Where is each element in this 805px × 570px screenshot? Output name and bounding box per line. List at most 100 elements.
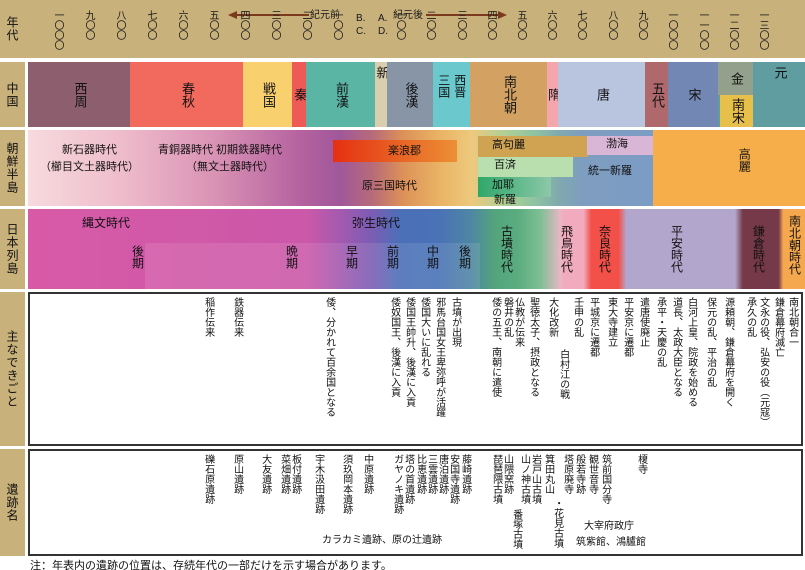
gaya xyxy=(478,177,551,197)
year-tick: 七〇〇 xyxy=(145,10,156,40)
site-column: 岩戸山古墳 xyxy=(529,454,541,504)
japan-era-label: 鎌倉時代 xyxy=(751,225,766,273)
event-item: 聖徳太子、摂政となる xyxy=(527,297,539,397)
lelang xyxy=(333,140,457,162)
korea-label: 原三国時代 xyxy=(362,180,417,192)
ad-arrow-head-icon xyxy=(498,11,507,19)
japan-era-label: 前期 xyxy=(385,245,400,269)
site-column: 宇木汲田遺跡 xyxy=(312,454,324,514)
row-label: 中国 xyxy=(0,62,25,127)
site-column: 観世音寺 xyxy=(586,454,598,494)
site-column: 原山遺跡 xyxy=(231,454,243,494)
korea-label: 新石器時代 xyxy=(62,144,117,156)
dynasty-band-後漢: 後漢 xyxy=(387,62,433,127)
site-column: 山ノ神古墳 xyxy=(518,454,530,504)
year-tick: 六〇〇 xyxy=(176,10,187,40)
year-tick: 一〇〇 xyxy=(394,10,405,40)
dynasty-label: 西晋 xyxy=(452,74,467,98)
korea-label: 加耶 xyxy=(492,179,514,191)
event-item: 鉄器伝来 xyxy=(231,297,243,337)
ad-era-label: 紀元後 xyxy=(393,10,423,21)
event-item: 承平・天慶の乱 xyxy=(654,297,666,367)
event-item: 平城京に遷都 xyxy=(587,297,599,357)
year-header-band xyxy=(0,0,805,58)
japan-era-label: 弥生時代 xyxy=(352,216,401,230)
japan-era-label: 後期 xyxy=(457,245,472,269)
site-column: 琵琶隈古墳 xyxy=(490,454,502,504)
korea-label: 高句麗 xyxy=(492,139,525,151)
japan-era-label: 中期 xyxy=(425,245,440,269)
event-item: 平安京に遷都 xyxy=(621,297,633,357)
japan-era-label: 晩期 xyxy=(284,245,299,269)
japan-era-label: 後期 xyxy=(130,245,145,269)
event-item: 邪馬台国女王卑弥呼が活躍 xyxy=(433,297,445,417)
era-abbr: B. C. xyxy=(356,13,366,37)
event-item: 道長、太政大臣となる xyxy=(670,297,682,397)
dynasty-band-隋: 隋 xyxy=(546,62,561,127)
year-tick: 一〇〇〇 xyxy=(52,10,63,50)
dynasty-band-戦国: 戦国 xyxy=(243,62,292,127)
japan-subperiod-strip xyxy=(145,243,480,289)
balhae xyxy=(587,136,653,155)
event-item: 遣唐使廃止 xyxy=(637,297,649,347)
year-tick: 七〇〇 xyxy=(575,10,586,40)
event-item: 鎌倉幕府滅亡 xyxy=(772,297,784,357)
dynasty-band-南北朝: 南北朝 xyxy=(470,62,547,127)
event-item: 倭、分かれて百余国となる xyxy=(323,297,335,417)
site-column: 須玖岡本遺跡 xyxy=(340,454,352,514)
japan-era-label: 縄文時代 xyxy=(82,216,131,230)
site-column: 板付遺跡 xyxy=(289,454,301,494)
japan-era-label: 奈良時代 xyxy=(597,225,612,273)
event-item: 南北朝合一 xyxy=(786,297,798,347)
site-column: 箕田丸山 xyxy=(542,454,554,494)
dynasty-band-金: 金 xyxy=(718,62,753,95)
year-tick: 八〇〇 xyxy=(114,10,125,40)
events-box xyxy=(28,292,803,446)
dynasty-band-唐: 唐 xyxy=(558,62,645,127)
site-column: 番塚古墳 xyxy=(510,509,522,549)
year-tick: 六〇〇 xyxy=(545,10,556,40)
dynasty-label: 三国 xyxy=(436,74,451,98)
japan-row-background xyxy=(28,209,805,289)
site-column: 大友遺跡 xyxy=(259,454,271,494)
event-item: 源頼朝、鎌倉幕府を開く xyxy=(722,297,734,407)
row-label: 遺跡名 xyxy=(0,449,25,556)
year-tick: 一三〇〇 xyxy=(757,10,768,50)
dynasty-band-元: 元 xyxy=(753,62,805,127)
year-tick: 一二〇〇 xyxy=(727,10,738,50)
event-item: 倭国大いに乱れる xyxy=(418,297,430,377)
site-column: 比恵遺跡 xyxy=(414,454,426,494)
year-tick: 九〇〇 xyxy=(636,10,647,40)
event-item: 承久の乱 xyxy=(744,297,756,337)
baekje xyxy=(478,157,573,177)
site-column: 菜畑遺跡 xyxy=(278,454,290,494)
dynasty-band-五代: 五代 xyxy=(645,62,668,127)
bc-arrow-head-icon xyxy=(228,11,237,19)
row-label: 朝鮮半島 xyxy=(0,130,25,206)
event-item: 磐井の乱 xyxy=(501,297,513,337)
site-column: 三雲遺跡 xyxy=(425,454,437,494)
event-item: 仏教が伝来 xyxy=(512,297,524,347)
korea-label: 統一新羅 xyxy=(588,165,632,177)
goguryeo xyxy=(478,136,588,157)
korea-label: （無文土器時代） xyxy=(186,161,274,173)
japan-era-label: 早期 xyxy=(344,245,359,269)
site-label: カラカミ遺跡、原の辻遺跡 xyxy=(322,535,442,546)
row-label: 日本列島 xyxy=(0,209,25,289)
korea-label: 青銅器時代 初期鉄器時代 xyxy=(158,144,283,156)
row-label: 年代 xyxy=(0,0,25,58)
dynasty-band-前漢: 前漢 xyxy=(306,62,375,127)
site-column: 般若寺跡 xyxy=(573,454,585,494)
year-tick: 四〇〇 xyxy=(485,10,496,40)
site-label: 筑紫館、鴻臚館 xyxy=(576,537,646,548)
dynasty-band-春秋: 春秋 xyxy=(130,62,243,127)
dynasty-band-秦: 秦 xyxy=(292,62,307,127)
site-column: ・花見古墳 xyxy=(551,498,563,548)
site-column: 塔原廃寺 xyxy=(561,454,573,494)
era-abbr: A. D. xyxy=(378,13,388,37)
korea-label: 新羅 xyxy=(494,194,516,206)
korea-label: 楽浪郡 xyxy=(388,145,421,157)
footnote: 注：年表内の遺跡の位置は、存続年代の一部だけを示す場合があります。 xyxy=(30,560,392,570)
event-item: 東大寺建立 xyxy=(605,297,617,347)
event-item: 保元の乱、平治の乱 xyxy=(704,297,716,387)
